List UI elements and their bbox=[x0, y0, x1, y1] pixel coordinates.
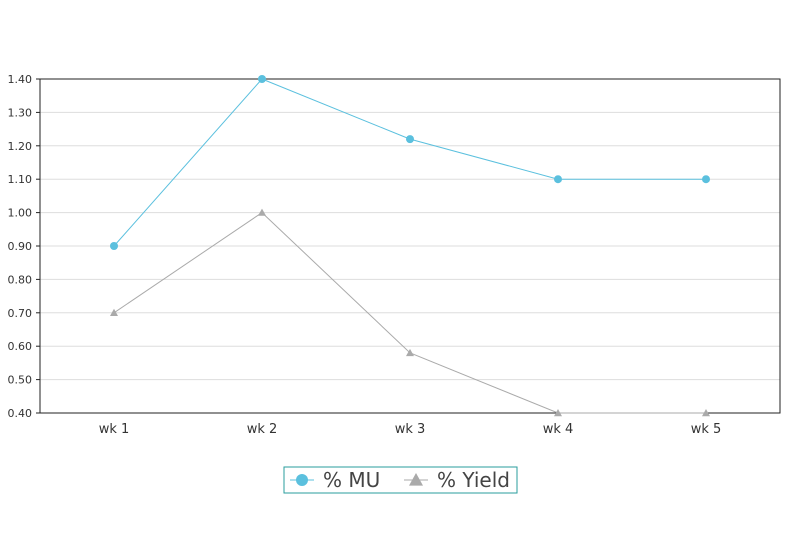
legend-label: % Yield bbox=[437, 468, 510, 492]
data-point bbox=[702, 409, 710, 417]
y-tick-label: 0.60 bbox=[8, 340, 33, 353]
series-line bbox=[113, 78, 706, 247]
data-point bbox=[406, 348, 414, 357]
y-tick-label: 0.50 bbox=[8, 374, 33, 387]
data-point bbox=[406, 135, 414, 144]
data-point bbox=[258, 208, 266, 216]
y-tick-label: 1.10 bbox=[8, 173, 33, 186]
x-axis: wk 1 wk 2 wk 3 wk 4 wk 5 bbox=[99, 422, 722, 437]
legend-marker bbox=[296, 474, 308, 486]
legend-marker bbox=[409, 473, 423, 486]
y-tick-label: 1.30 bbox=[8, 106, 33, 119]
legend-label: % MU bbox=[323, 468, 380, 492]
series-yield bbox=[110, 208, 710, 417]
gridlines bbox=[40, 78, 780, 414]
data-point bbox=[554, 175, 562, 184]
x-tick-label: wk 5 bbox=[691, 422, 722, 437]
series bbox=[110, 75, 710, 417]
data-point bbox=[702, 175, 710, 184]
data-point bbox=[258, 75, 266, 83]
data-point bbox=[110, 242, 118, 250]
x-tick-label: wk 3 bbox=[395, 422, 426, 437]
x-tick-label: wk 2 bbox=[247, 422, 278, 437]
x-tick-label: wk 4 bbox=[543, 422, 574, 437]
plot-frame bbox=[39, 78, 781, 414]
y-tick-label: 1.40 bbox=[8, 73, 33, 86]
y-tick-label: 0.80 bbox=[8, 273, 33, 286]
y-tick-label: 0.40 bbox=[8, 407, 33, 420]
data-point bbox=[554, 409, 562, 417]
y-tick-label: 1.00 bbox=[8, 207, 33, 220]
x-tick-label: wk 1 bbox=[99, 422, 130, 437]
legend-box bbox=[283, 466, 518, 494]
legend[interactable]: % MU % Yield bbox=[283, 466, 518, 494]
series-mu bbox=[110, 75, 710, 250]
y-tick-label: 1.20 bbox=[8, 140, 33, 153]
y-tick-label: 0.90 bbox=[8, 240, 33, 253]
y-tick-label: 0.70 bbox=[8, 307, 33, 320]
data-point bbox=[110, 308, 118, 316]
y-axis: 0.40 0.50 0.60 0.70 0.80 0.90 1.00 1.10 1.20 1.30… bbox=[8, 73, 40, 420]
